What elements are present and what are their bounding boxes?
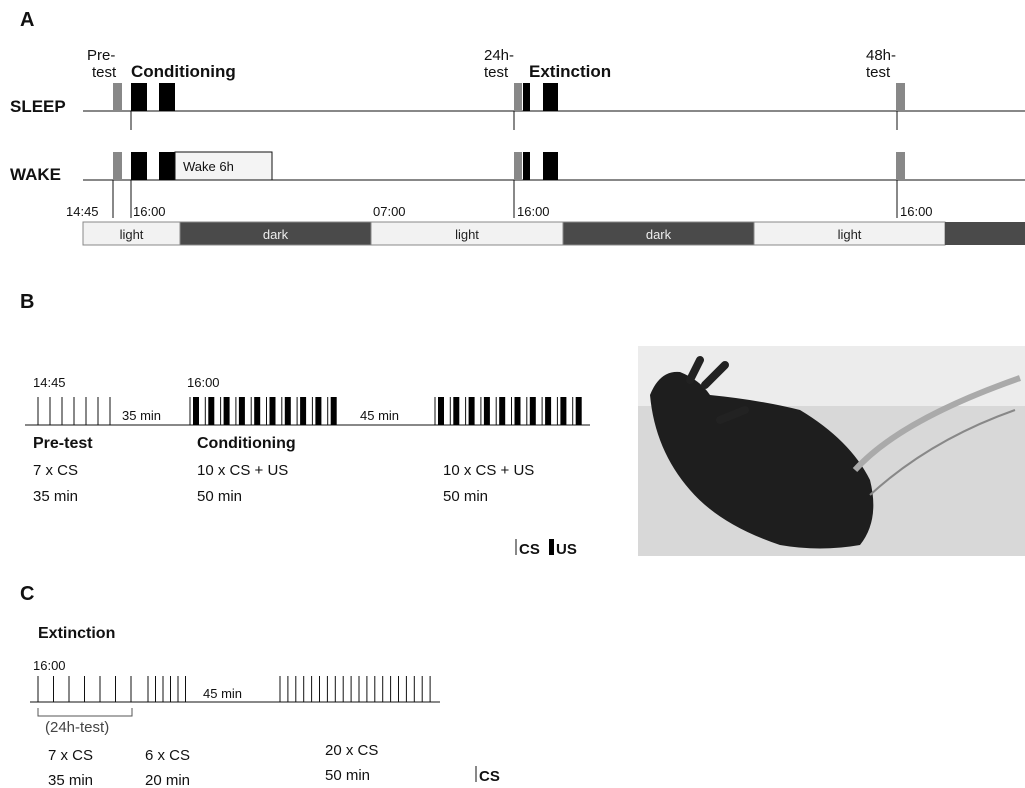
test-block <box>896 152 905 180</box>
wake-box <box>174 151 273 181</box>
cycle-label: dark <box>263 227 289 242</box>
legend-us <box>549 539 554 555</box>
session-block <box>131 152 147 180</box>
panel-label: C <box>20 583 34 605</box>
us-bar <box>238 397 245 425</box>
us-bar <box>254 397 261 425</box>
session-block <box>543 152 558 180</box>
cycle-label: light <box>120 227 144 242</box>
panel-label: A <box>20 9 34 31</box>
us-bar <box>330 397 337 425</box>
us-bar <box>453 397 460 425</box>
time-label: 16:00 <box>187 375 220 390</box>
group-text: 50 min <box>197 488 242 505</box>
us-bar <box>438 397 444 425</box>
group-text: 7 x CS <box>33 462 78 479</box>
wire <box>869 409 1016 496</box>
us-bar <box>300 397 307 425</box>
gap-label: 35 min <box>122 408 161 423</box>
session-block <box>159 152 175 180</box>
us-bar <box>529 397 536 425</box>
panel-label: B <box>20 291 34 313</box>
us-bar <box>269 397 276 425</box>
us-bar <box>514 397 521 425</box>
light-dark-bar: light dark light dark light <box>82 221 1025 246</box>
us-bar <box>193 397 199 425</box>
group-text: 20 x CS <box>325 742 378 759</box>
group-text: 35 min <box>33 488 78 505</box>
legend-text: CS <box>519 541 540 558</box>
panel-title: Extinction <box>38 625 115 642</box>
bracket <box>37 708 133 717</box>
us-bar <box>499 397 506 425</box>
session-block <box>131 83 147 111</box>
stage-label: Pre- <box>87 47 115 64</box>
photo <box>638 346 1025 556</box>
group-text: 50 min <box>325 767 370 784</box>
cycle-label: light <box>455 227 479 242</box>
session-block <box>543 83 558 111</box>
stimulus-pattern <box>37 676 431 702</box>
session-block <box>523 152 530 180</box>
group-text: 20 min <box>145 772 190 788</box>
time-label: 16:00 <box>33 658 66 673</box>
stage-label: test <box>866 64 891 81</box>
us-bar <box>545 397 552 425</box>
gap-label: 45 min <box>203 686 242 701</box>
us-bar <box>315 397 322 425</box>
test-block <box>514 152 522 180</box>
time-label: 07:00 <box>373 204 406 219</box>
stage-label: test <box>92 64 117 81</box>
us-bar <box>223 397 230 425</box>
group-title: Pre-test <box>33 435 93 452</box>
stage-label: 24h- <box>484 47 514 64</box>
group-text: 10 x CS + US <box>197 462 288 479</box>
group-text: 7 x CS <box>48 747 93 764</box>
session-block <box>159 83 175 111</box>
row-label: SLEEP <box>10 97 66 116</box>
us-bar <box>208 397 215 425</box>
us-bar <box>575 397 582 425</box>
animal <box>650 371 874 549</box>
us-bar <box>284 397 291 425</box>
stage-label: 48h- <box>866 47 896 64</box>
test-block <box>896 83 905 111</box>
group-text: 35 min <box>48 772 93 788</box>
time-label: 16:00 <box>133 204 166 219</box>
stimulus-pattern <box>37 397 582 425</box>
time-label: 14:45 <box>33 375 66 390</box>
us-bar <box>468 397 475 425</box>
wire <box>852 375 1021 473</box>
group-text: 50 min <box>443 488 488 505</box>
gap-label: 45 min <box>360 408 399 423</box>
stage-label: Conditioning <box>131 62 236 81</box>
bracket-label: (24h-test) <box>45 719 109 736</box>
animal-parts <box>686 356 749 424</box>
cycle-label: light <box>838 227 862 242</box>
time-label: 16:00 <box>517 204 550 219</box>
group-text: 10 x CS + US <box>443 462 534 479</box>
row-label: WAKE <box>10 165 61 184</box>
group-text: 6 x CS <box>145 747 190 764</box>
stage-label: Extinction <box>529 62 611 81</box>
wake-label: Wake 6h <box>183 159 234 174</box>
legend-text: US <box>556 541 577 558</box>
test-block <box>514 83 522 111</box>
legend-text: CS <box>479 768 500 785</box>
time-label: 16:00 <box>900 204 933 219</box>
test-block <box>113 152 122 180</box>
cycle-label: dark <box>646 227 672 242</box>
group-title: Conditioning <box>197 435 296 452</box>
time-label: 14:45 <box>66 204 99 219</box>
session-block <box>523 83 530 111</box>
us-bar <box>560 397 567 425</box>
us-bar <box>483 397 490 425</box>
test-block <box>113 83 122 111</box>
stage-label: test <box>484 64 509 81</box>
cycle-cell <box>945 222 1025 245</box>
